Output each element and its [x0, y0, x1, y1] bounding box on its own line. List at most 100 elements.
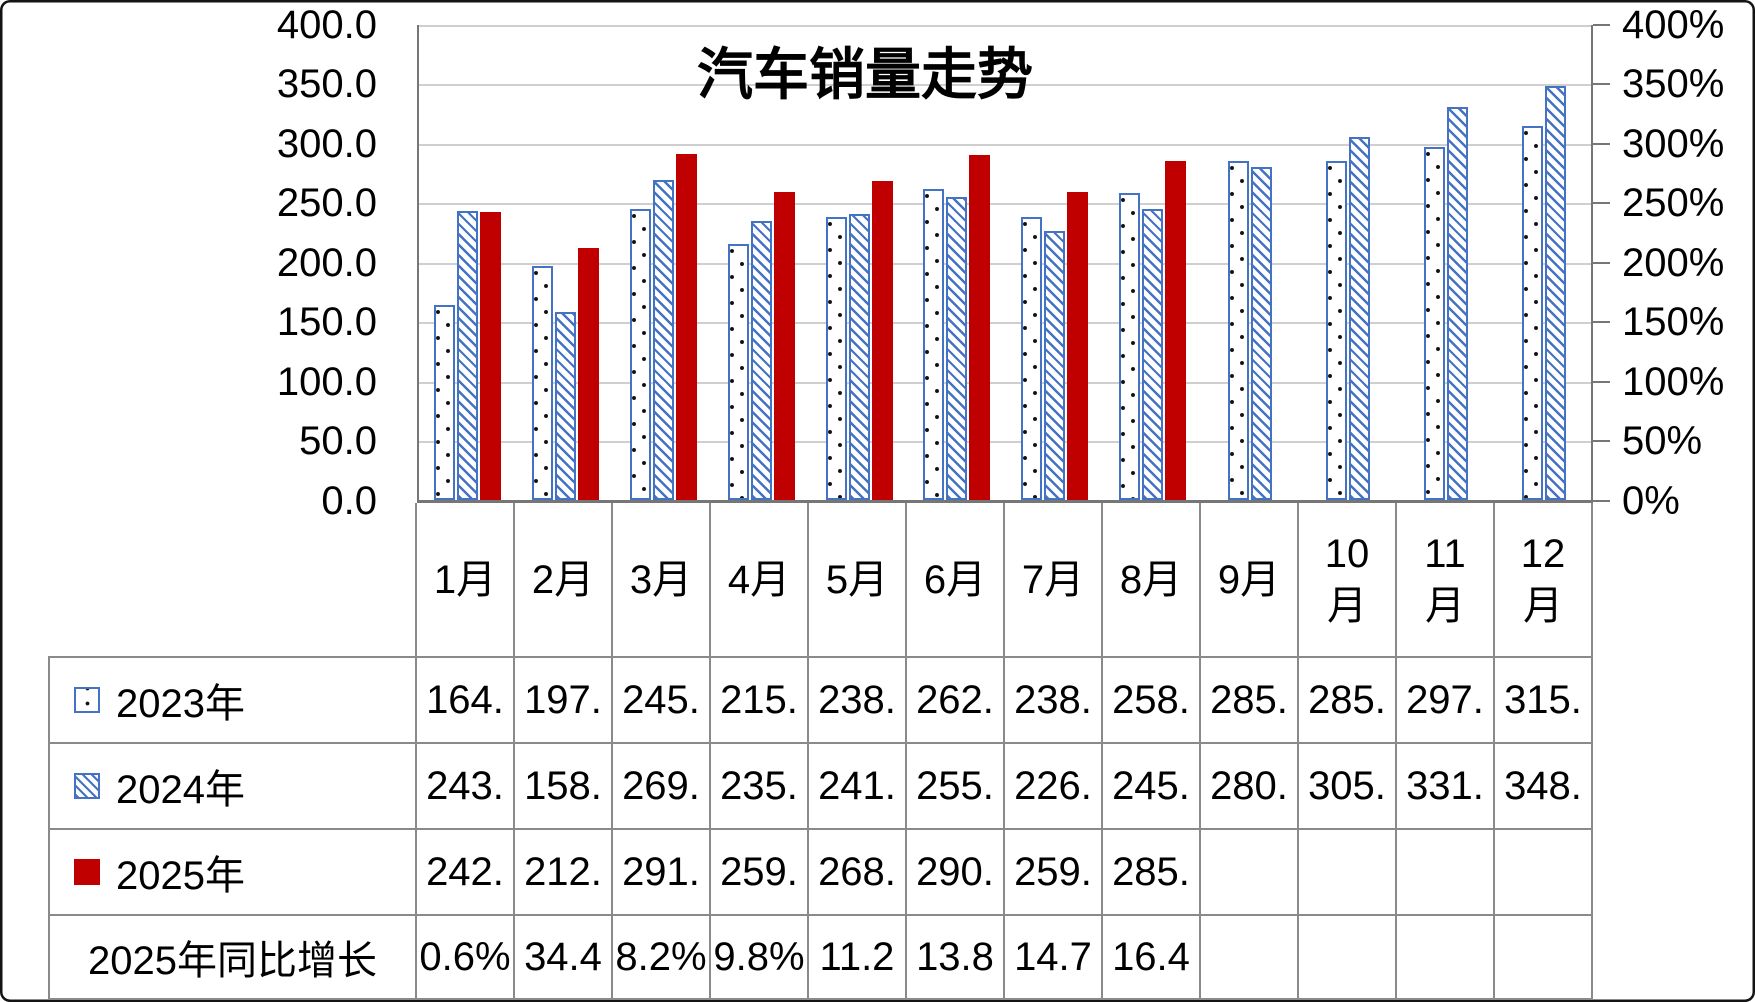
table-cell-row4-month5: 11.2 — [809, 916, 907, 1000]
table-cell-row2-month3: 269. — [613, 744, 711, 830]
right-percent-axis: 400% 350% 300% 250% 200% 150% 100% 50% 0% — [1622, 0, 1752, 1002]
gridline — [419, 203, 1591, 205]
table-cell-row4-month4: 9.8% — [711, 916, 809, 1000]
table-cell-row2-month10: 305. — [1299, 744, 1397, 830]
bar-series2025-month4 — [773, 192, 795, 500]
table-cell-row3-month6: 290. — [907, 830, 1005, 916]
gridline — [419, 382, 1591, 384]
category-label-month-11: 11 月 — [1397, 503, 1495, 658]
chart-title: 汽车销量走势 — [697, 43, 1033, 106]
category-label-month-6: 6月 — [907, 503, 1005, 658]
left-axis-tick: 250.0 — [276, 181, 377, 225]
table-cell-row1-month3: 245. — [613, 658, 711, 744]
table-cell-row2-month9: 280. — [1201, 744, 1299, 830]
right-axis-tick: 50% — [1622, 419, 1703, 463]
bar-series2024-month5 — [848, 214, 870, 500]
bar-series2024-month3 — [652, 180, 674, 500]
table-cell-row1-month10: 285. — [1299, 658, 1397, 744]
bar-series2023-month11 — [1423, 147, 1445, 500]
bar-series2025-month6 — [969, 155, 991, 500]
table-cell-row2-month8: 245. — [1103, 744, 1201, 830]
right-axis-tick: 300% — [1622, 122, 1725, 166]
table-cell-row3-month10 — [1299, 830, 1397, 916]
plot-area — [417, 25, 1593, 503]
table-cell-row3-month12 — [1495, 830, 1593, 916]
bar-series2023-month4 — [727, 244, 749, 500]
bar-series2024-month4 — [750, 221, 772, 500]
bar-series2024-month1 — [457, 211, 479, 500]
category-label-month-1: 1月 — [417, 503, 515, 658]
category-label-month-9: 9月 — [1201, 503, 1299, 658]
table-cell-row3-month8: 285. — [1103, 830, 1201, 916]
bar-series2023-month8 — [1118, 193, 1140, 500]
legend-label: 2025年同比增长 — [88, 939, 377, 983]
legend-row-1: 2023年 — [48, 658, 417, 744]
category-label-month-12: 12 月 — [1495, 503, 1593, 658]
bar-series2024-month12 — [1544, 86, 1566, 500]
bar-group-month-10 — [1299, 137, 1397, 500]
bar-series2025-month7 — [1067, 192, 1089, 500]
table-cell-row4-month7: 14.7 — [1005, 916, 1103, 1000]
left-axis-tick: 350.0 — [276, 62, 377, 106]
category-label-month-5: 5月 — [809, 503, 907, 658]
table-cell-row3-month7: 259. — [1005, 830, 1103, 916]
category-label-month-4: 4月 — [711, 503, 809, 658]
table-corner-cell — [48, 503, 417, 658]
left-value-axis: 400.0 350.0 300.0 250.0 200.0 150.0 100.0 50.0 0… — [160, 0, 395, 1002]
table-cell-row4-month10 — [1299, 916, 1397, 1000]
bar-series2024-month7 — [1044, 231, 1066, 500]
category-label-month-8: 8月 — [1103, 503, 1201, 658]
table-cell-row4-month9 — [1201, 916, 1299, 1000]
bar-series2023-month1 — [434, 305, 456, 500]
table-cell-row1-month12: 315. — [1495, 658, 1593, 744]
bar-series2024-month8 — [1141, 209, 1163, 500]
bar-series2023-month9 — [1228, 161, 1250, 500]
bar-group-month-2 — [517, 248, 615, 500]
legend-label: 2024年 — [116, 768, 245, 812]
left-axis-tick: 100.0 — [276, 360, 377, 404]
table-cell-row2-month2: 158. — [515, 744, 613, 830]
category-label-month-2: 2月 — [515, 503, 613, 658]
table-cell-row1-month1: 164. — [417, 658, 515, 744]
right-axis-tick: 250% — [1622, 181, 1725, 225]
table-cell-row1-month5: 238. — [809, 658, 907, 744]
gridline — [419, 144, 1591, 146]
legend-swatch-2024 — [74, 773, 100, 799]
legend-label: 2023年 — [116, 682, 245, 726]
left-axis-tick: 0.0 — [321, 479, 377, 523]
table-cell-row1-month6: 262. — [907, 658, 1005, 744]
gridline — [419, 84, 1591, 86]
right-axis-tick: 200% — [1622, 241, 1725, 285]
bar-series2023-month10 — [1326, 161, 1348, 500]
right-axis-tickmark — [1593, 321, 1610, 323]
bar-group-month-6 — [908, 155, 1006, 500]
bar-series2023-month6 — [923, 189, 945, 500]
table-cell-row3-month2: 212. — [515, 830, 613, 916]
table-cell-row2-month11: 331. — [1397, 744, 1495, 830]
legend-row-4: 2025年同比增长 — [48, 916, 417, 1000]
table-cell-row4-month1: 0.6% — [417, 916, 515, 1000]
bar-group-month-11 — [1397, 107, 1495, 500]
bar-series2023-month5 — [825, 217, 847, 500]
left-axis-tick: 50.0 — [299, 419, 377, 463]
bar-series2024-month6 — [946, 197, 968, 500]
table-cell-row1-month7: 238. — [1005, 658, 1103, 744]
table-cell-row4-month11 — [1397, 916, 1495, 1000]
bar-series2025-month1 — [480, 212, 502, 500]
bar-series2024-month10 — [1349, 137, 1371, 500]
bar-group-month-7 — [1006, 192, 1104, 500]
legend-row-2: 2024年 — [48, 744, 417, 830]
bar-series2025-month8 — [1164, 161, 1186, 500]
table-cell-row2-month6: 255. — [907, 744, 1005, 830]
right-axis-tickmark — [1593, 143, 1610, 145]
gridline — [419, 322, 1591, 324]
bar-group-month-8 — [1104, 161, 1202, 500]
bar-series2024-month11 — [1446, 107, 1468, 500]
gridline — [419, 263, 1591, 265]
table-cell-row1-month11: 297. — [1397, 658, 1495, 744]
table-cell-row3-month9 — [1201, 830, 1299, 916]
table-cell-row1-month2: 197. — [515, 658, 613, 744]
right-axis-tick: 350% — [1622, 62, 1725, 106]
category-label-month-7: 7月 — [1005, 503, 1103, 658]
table-cell-row3-month4: 259. — [711, 830, 809, 916]
